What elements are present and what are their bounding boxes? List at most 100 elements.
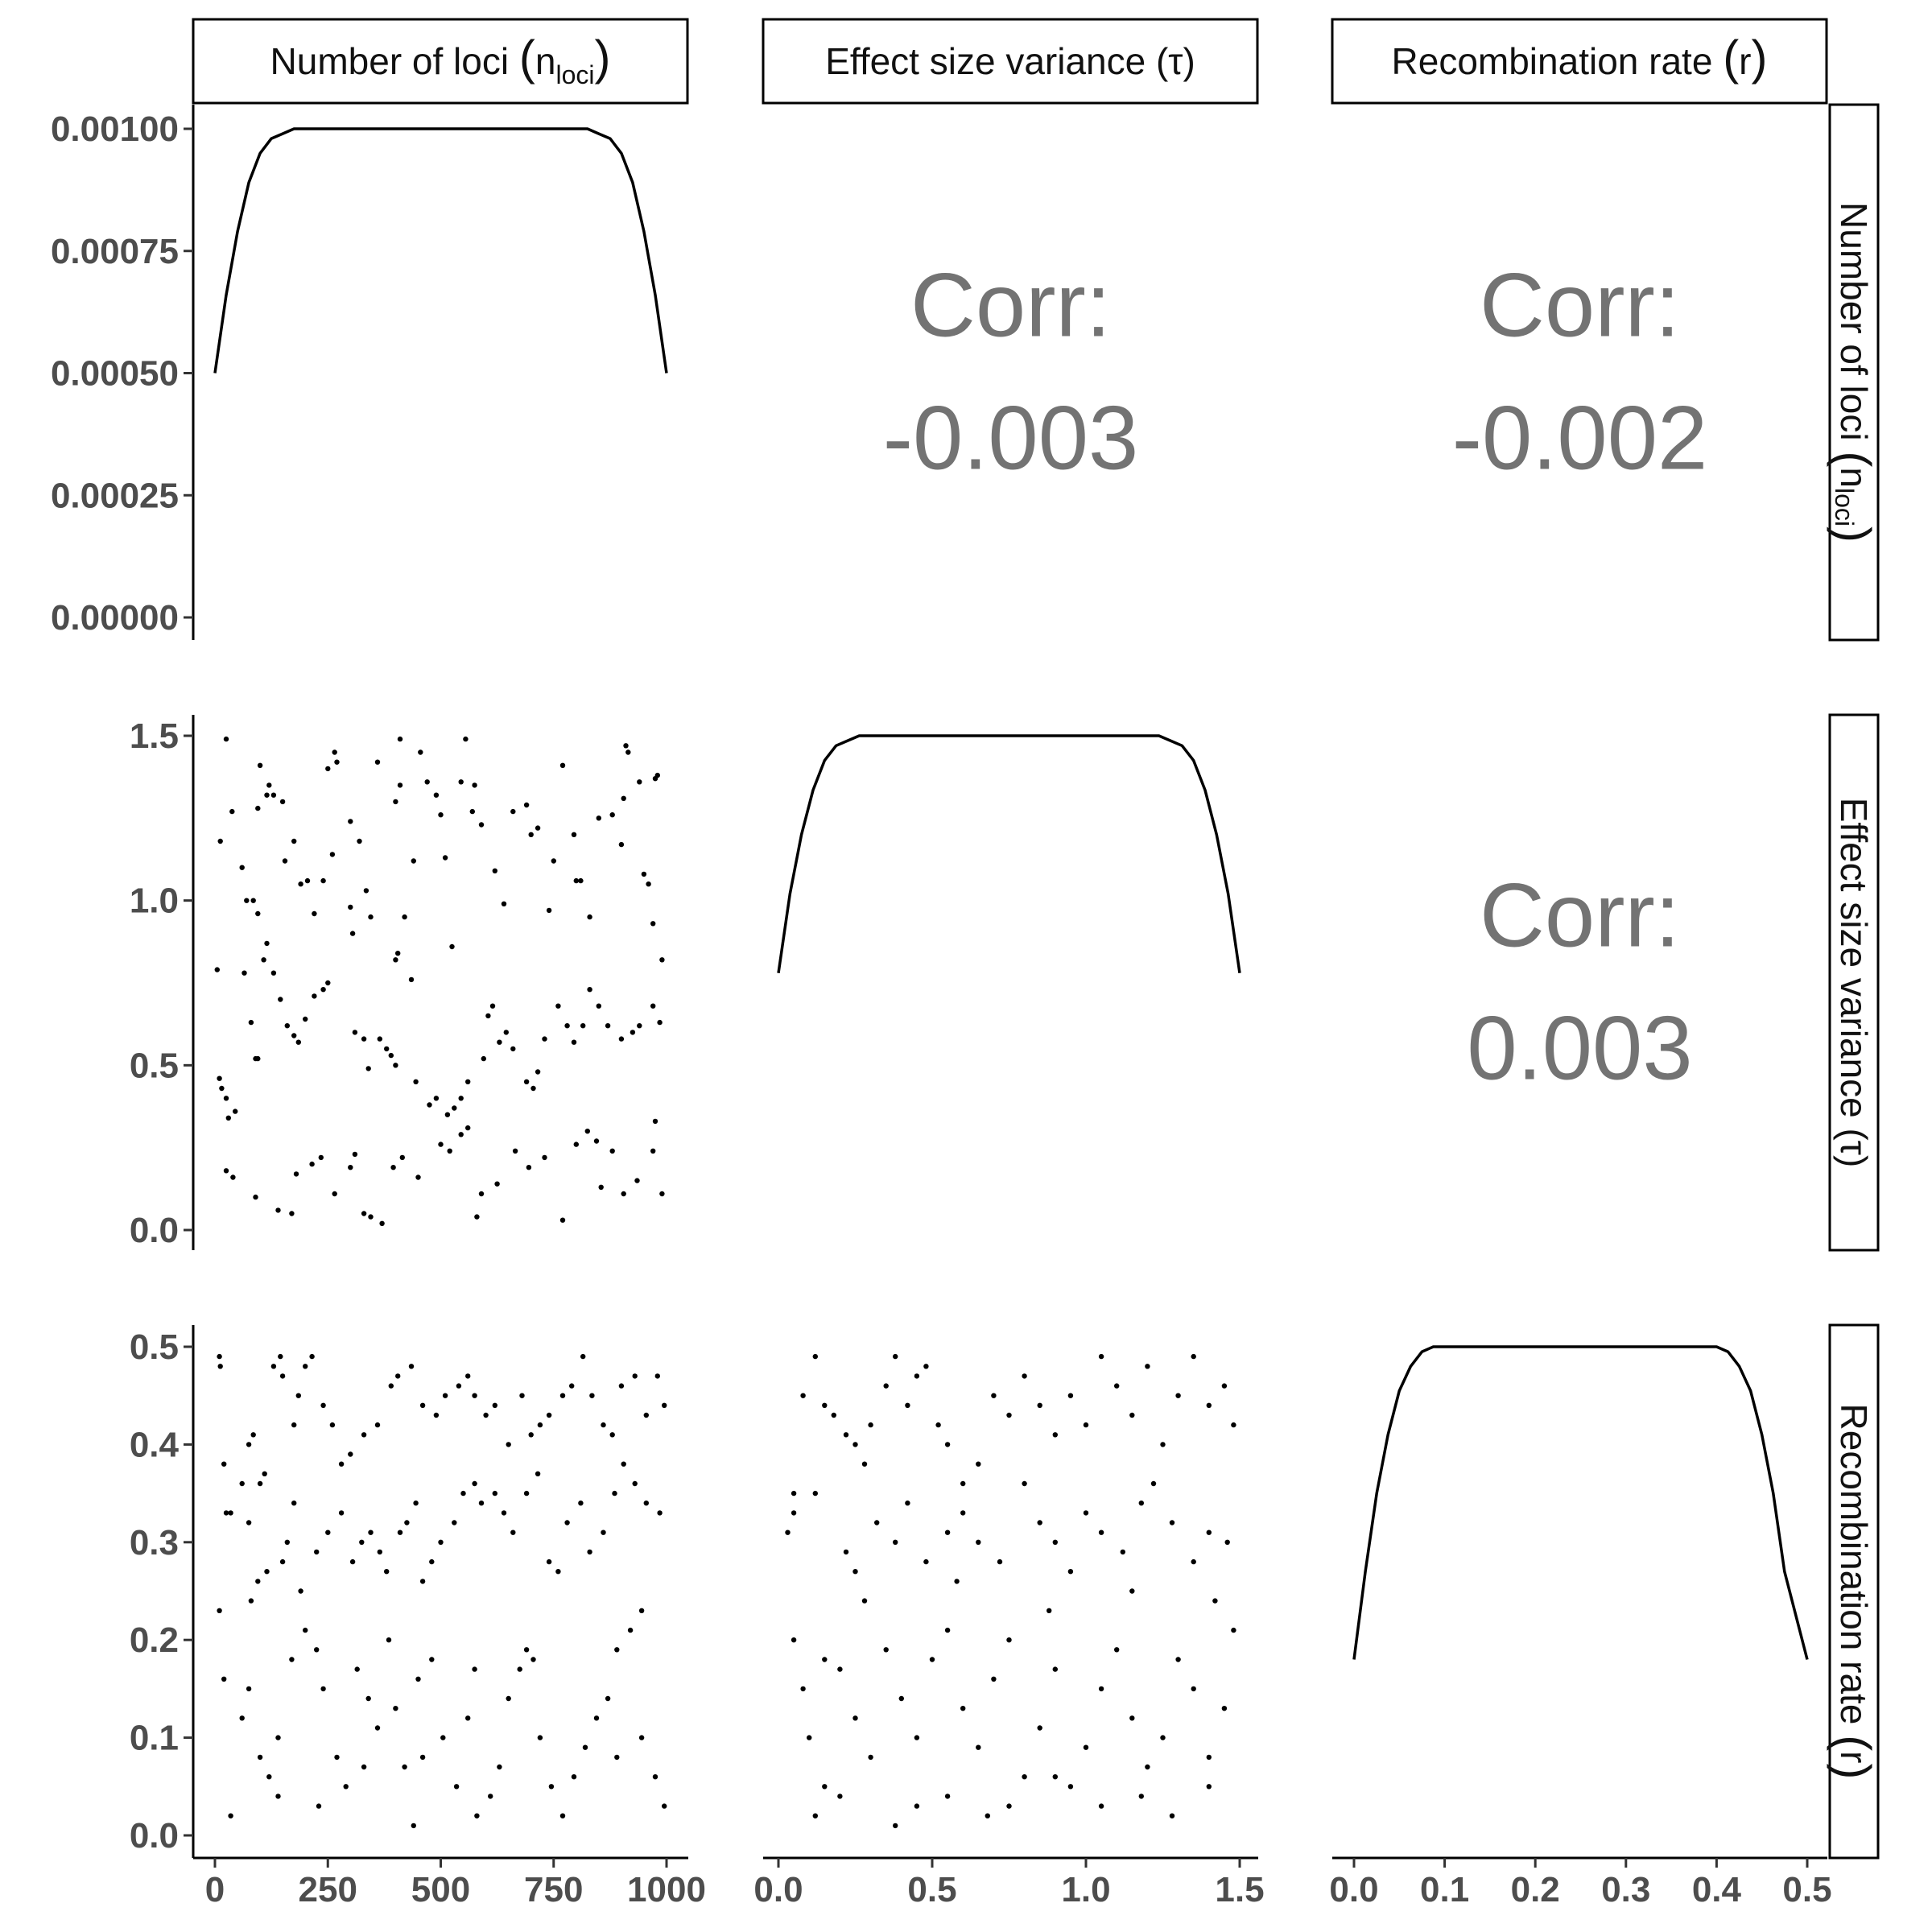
scatter-point — [223, 736, 229, 742]
x-tick-label: 500 — [411, 1870, 470, 1909]
scatter-point — [298, 1588, 303, 1594]
scatter-point — [662, 1402, 667, 1409]
scatter-point — [1138, 1794, 1145, 1799]
scatter-point — [460, 1490, 466, 1496]
scatter-point — [408, 976, 415, 983]
scatter-point — [1212, 1598, 1218, 1604]
y-tick-label: 0.4 — [130, 1425, 180, 1464]
scatter-point — [1046, 1608, 1052, 1614]
scatter-point — [923, 1558, 929, 1565]
scatter-point — [822, 1784, 828, 1790]
x-tick-label: 0 — [205, 1870, 225, 1909]
scatter-point — [935, 1422, 941, 1428]
scatter-point — [923, 1364, 929, 1369]
scatter-point — [914, 1735, 920, 1740]
scatter-point — [399, 1154, 405, 1161]
scatter-point — [523, 1490, 530, 1496]
scatter-point — [1169, 1813, 1175, 1818]
scatter-point — [1037, 1725, 1042, 1731]
scatter-point — [279, 1373, 286, 1379]
scatter-point — [239, 1715, 245, 1721]
scatter-point — [312, 993, 317, 999]
scatter-point — [1037, 1402, 1042, 1409]
scatter-point — [528, 1432, 534, 1438]
scatter-point — [393, 1063, 398, 1068]
scatter-point — [578, 877, 584, 884]
scatter-point — [217, 838, 223, 844]
scatter-point — [453, 1784, 460, 1790]
strip-label-paren: ( — [1827, 1735, 1881, 1751]
scatter-point — [883, 1647, 889, 1653]
scatter-point — [219, 1085, 225, 1092]
scatter-point — [365, 1695, 371, 1702]
scatter-point — [433, 1412, 440, 1418]
scatter-point — [320, 987, 326, 993]
scatter-point — [492, 1402, 497, 1409]
scatter-point — [397, 782, 403, 788]
scatter-point — [618, 1383, 625, 1389]
scatter-point — [646, 881, 651, 887]
scatter-point — [997, 1558, 1003, 1565]
scatter-point — [338, 1461, 345, 1467]
x-tick-label: 1.0 — [1061, 1870, 1110, 1909]
scatter-point — [325, 980, 331, 986]
scatter-point — [279, 799, 286, 805]
scatter-point — [523, 1079, 530, 1085]
scatter-point — [217, 1364, 223, 1369]
scatter-point — [564, 1520, 570, 1525]
scatter-point — [1037, 1520, 1042, 1525]
scatter-point — [526, 1165, 532, 1170]
scatter-point — [1145, 1764, 1150, 1770]
scatter-point — [264, 1569, 270, 1575]
scatter-point — [255, 805, 261, 811]
scatter-point — [1052, 1666, 1059, 1672]
scatter-point — [650, 921, 656, 927]
scatter-point — [393, 1706, 398, 1711]
y-tick-label: 0.5 — [130, 1046, 179, 1085]
strip-right-label: Effect size variance (τ) — [1833, 798, 1875, 1168]
scatter-point — [255, 1055, 261, 1062]
scatter-point — [478, 1501, 485, 1506]
scatter-point — [442, 855, 448, 861]
scatter-point — [643, 1501, 649, 1506]
corr-panel-1-2: Corr: -0.003 — [883, 255, 1139, 489]
scatter-panel-r-vs-tau — [785, 1353, 1236, 1829]
scatter-point — [1129, 1715, 1135, 1721]
scatter-point — [368, 914, 374, 920]
scatter-point — [1129, 1412, 1135, 1418]
scatter-point — [377, 1549, 382, 1555]
scatter-point — [637, 779, 642, 785]
scatter-point — [318, 1154, 324, 1161]
scatter-point — [542, 1154, 547, 1161]
scatter-point — [488, 1794, 493, 1799]
y-tick-label: 0.2 — [130, 1620, 179, 1660]
strip-right-label: Recombination rate (r) — [1827, 1404, 1881, 1780]
scatter-point — [559, 1217, 566, 1223]
scatter-point — [282, 858, 288, 864]
scatter-point — [278, 1353, 283, 1360]
scatter-point — [578, 1501, 584, 1506]
scatter-point — [320, 1402, 326, 1409]
scatter-point — [1221, 1383, 1228, 1389]
y-tick-label: 0.00100 — [51, 109, 179, 149]
scatter-point — [812, 1813, 818, 1818]
scatter-point — [478, 1191, 485, 1197]
scatter-point — [348, 1451, 353, 1457]
scatter-point — [914, 1803, 920, 1809]
scatter-point — [278, 997, 283, 1002]
scatter-point — [580, 1353, 586, 1360]
density-curve-r — [1352, 1345, 1809, 1660]
scatter-point — [593, 1715, 600, 1721]
scatter-point — [510, 1530, 516, 1535]
strip-right-1: Number of loci (nloci) — [1827, 103, 1881, 642]
scatter-point — [465, 1715, 471, 1721]
scatter-point — [275, 1794, 281, 1799]
scatter-point — [415, 1676, 421, 1682]
scatter-point — [1083, 1744, 1089, 1750]
scatter-point — [442, 1393, 448, 1398]
scatter-point — [223, 1096, 229, 1101]
scatter-point — [905, 1501, 910, 1506]
scatter-point — [985, 1813, 991, 1818]
scatter-point — [384, 1569, 390, 1575]
scatter-point — [474, 1813, 480, 1818]
